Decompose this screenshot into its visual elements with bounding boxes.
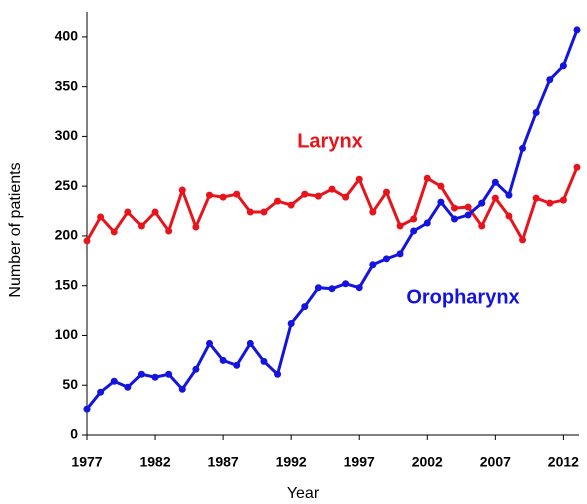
data-point [260, 208, 268, 216]
data-point [124, 383, 132, 391]
data-point [314, 284, 322, 292]
data-point [410, 227, 418, 235]
data-point [97, 388, 105, 396]
data-point [301, 303, 309, 311]
x-tick-label: 2002 [412, 454, 443, 470]
data-point [110, 377, 118, 385]
data-point [396, 222, 404, 230]
data-point [369, 261, 377, 269]
data-point [233, 361, 241, 369]
series-line [85, 166, 579, 244]
data-point [206, 191, 213, 199]
data-point [246, 208, 254, 216]
data-point [233, 190, 241, 198]
data-point [437, 182, 445, 190]
y-tick-label: 300 [55, 127, 79, 143]
series-label: Larynx [297, 130, 363, 152]
x-tick-label: 1997 [344, 454, 375, 470]
data-point [97, 213, 105, 221]
x-tick-label: 2012 [548, 454, 579, 470]
y-tick-label: 400 [55, 28, 79, 44]
data-point [382, 188, 390, 196]
data-point [505, 191, 513, 199]
data-point [192, 365, 200, 373]
data-point [519, 144, 527, 152]
y-tick-label: 200 [55, 227, 79, 243]
data-point [491, 178, 499, 186]
x-tick-label: 1982 [139, 454, 170, 470]
data-point [396, 250, 404, 258]
x-axis-label: Year [287, 485, 320, 502]
data-point [219, 356, 227, 364]
data-point [559, 196, 567, 204]
data-point [546, 76, 554, 84]
data-point [287, 201, 295, 209]
data-point [260, 357, 268, 365]
data-point [274, 197, 282, 205]
data-point [478, 222, 486, 230]
data-point [328, 285, 336, 293]
data-point [573, 26, 581, 34]
data-point [478, 199, 486, 207]
data-point [246, 339, 254, 347]
x-tick-label: 1987 [208, 454, 239, 470]
data-point [151, 373, 159, 381]
data-point [274, 370, 282, 378]
data-point [451, 215, 458, 223]
data-point [546, 199, 554, 207]
data-point [301, 190, 309, 198]
data-point [206, 339, 213, 347]
data-point [192, 223, 200, 231]
data-point [328, 185, 336, 193]
x-tick-label: 1992 [276, 454, 307, 470]
data-point [314, 192, 322, 200]
data-point [124, 208, 132, 216]
data-point [178, 385, 186, 393]
data-point [410, 215, 418, 223]
series-label: Oropharynx [406, 286, 519, 308]
data-point [519, 236, 527, 244]
data-point [355, 284, 363, 292]
data-point [369, 208, 377, 216]
y-tick-label: 250 [55, 177, 79, 193]
y-tick-label: 150 [55, 276, 79, 292]
data-point [83, 237, 91, 245]
data-point [151, 208, 159, 216]
data-point [532, 109, 540, 117]
data-point [451, 204, 458, 212]
y-axis-label: Number of patients [7, 162, 24, 297]
data-point [165, 227, 173, 235]
data-point [464, 203, 472, 211]
data-point [464, 211, 472, 219]
data-point [83, 405, 91, 413]
y-tick-label: 100 [55, 326, 79, 342]
data-point [559, 62, 567, 70]
data-point [423, 219, 431, 227]
data-point [573, 163, 581, 171]
data-point [342, 280, 350, 288]
y-tick-label: 0 [70, 426, 78, 442]
y-tick-label: 350 [55, 77, 79, 93]
data-point [178, 186, 186, 194]
data-point [505, 212, 513, 220]
data-point [110, 228, 118, 236]
data-point [423, 174, 431, 182]
data-point [287, 320, 295, 328]
x-tick-label: 2007 [480, 454, 511, 470]
data-point [437, 198, 445, 206]
y-tick-label: 50 [62, 376, 78, 392]
data-point [219, 193, 227, 201]
data-point [355, 175, 363, 183]
data-point [382, 255, 390, 263]
x-tick-label: 1977 [71, 454, 102, 470]
data-point [491, 194, 499, 202]
data-point [342, 193, 350, 201]
data-point [137, 222, 145, 230]
data-point [137, 370, 145, 378]
data-point [532, 194, 540, 202]
data-point [165, 370, 173, 378]
